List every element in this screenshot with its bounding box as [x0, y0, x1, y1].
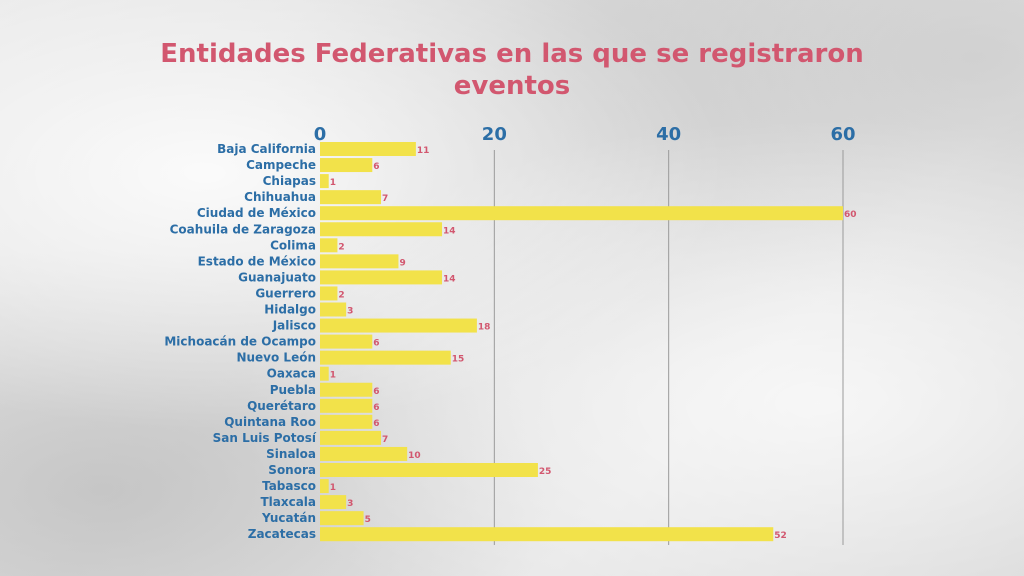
x-tick-label: 0	[314, 124, 327, 145]
bar	[320, 190, 382, 205]
data-label: 6	[373, 162, 379, 172]
bar	[320, 270, 443, 285]
x-tick-label: 20	[482, 124, 507, 145]
data-label: 5	[365, 515, 371, 525]
bar	[320, 463, 538, 477]
data-label: 1	[330, 371, 336, 381]
bars	[320, 142, 843, 542]
data-label: 3	[347, 307, 353, 317]
category-label: San Luis Potosí	[213, 431, 317, 445]
data-label: 60	[844, 210, 857, 220]
data-label: 18	[478, 323, 491, 333]
data-label: 14	[443, 226, 456, 236]
chart-title-line-1: Entidades Federativas en las que se regi…	[160, 39, 864, 69]
category-label: Nuevo León	[236, 351, 316, 365]
category-label: Sonora	[268, 463, 316, 477]
bar	[320, 479, 329, 494]
data-label: 6	[373, 419, 379, 429]
category-label: Tlaxcala	[260, 495, 316, 509]
bar	[320, 366, 329, 381]
bar	[320, 302, 347, 317]
bar	[320, 527, 774, 542]
bar	[320, 398, 373, 413]
data-label: 10	[408, 451, 421, 461]
category-label: Michoacán de Ocampo	[164, 335, 316, 349]
data-label: 11	[417, 146, 430, 156]
data-label: 6	[373, 403, 379, 413]
data-label: 2	[338, 242, 344, 252]
category-label: Quintana Roo	[224, 415, 316, 429]
category-label: Coahuila de Zaragoza	[170, 222, 316, 236]
category-label: Colima	[270, 238, 316, 252]
bar	[320, 495, 347, 510]
category-label: Campeche	[246, 158, 316, 172]
bar	[320, 511, 364, 526]
data-label: 9	[399, 258, 405, 268]
category-label: Oaxaca	[267, 367, 316, 381]
data-label: 1	[330, 178, 336, 188]
data-label: 6	[373, 387, 379, 397]
data-label: 2	[338, 290, 344, 300]
bar	[320, 430, 382, 445]
category-label: Ciudad de México	[197, 206, 316, 220]
data-label: 3	[347, 499, 353, 509]
category-label: Chiapas	[263, 174, 316, 188]
category-label: Jalisco	[272, 319, 316, 333]
bar	[320, 382, 373, 397]
bar	[320, 206, 843, 221]
bar	[320, 286, 338, 301]
data-label: 15	[452, 355, 465, 365]
bar	[320, 318, 477, 333]
category-label: Tabasco	[262, 479, 316, 493]
chart-title: Entidades Federativas en las que se regi…	[0, 38, 1024, 102]
category-label: Baja California	[217, 142, 316, 156]
data-label: 52	[774, 531, 787, 541]
data-label: 25	[539, 467, 552, 477]
data-label: 14	[443, 274, 456, 284]
axis-ticks: 0 20 40 60	[314, 124, 856, 145]
chart-title-line-2: eventos	[453, 71, 571, 101]
data-label: 7	[382, 435, 388, 445]
category-label: Guanajuato	[238, 270, 316, 284]
category-label: Puebla	[270, 383, 316, 397]
x-tick-label: 40	[656, 124, 681, 145]
bar	[320, 222, 443, 237]
bar	[320, 174, 329, 189]
category-label: Sinaloa	[266, 447, 316, 461]
data-label: 1	[330, 483, 336, 493]
category-label: Estado de México	[198, 254, 316, 268]
bar	[320, 350, 451, 365]
x-tick-label: 60	[830, 124, 855, 145]
category-label: Yucatán	[261, 511, 316, 525]
data-label: 7	[382, 194, 388, 204]
bar	[320, 446, 408, 461]
category-label: Hidalgo	[264, 303, 316, 317]
bar	[320, 158, 373, 173]
category-label: Guerrero	[255, 286, 316, 300]
category-labels: Baja California Campeche Chiapas Chihuahua C…	[164, 142, 317, 541]
bar	[320, 238, 338, 253]
bar	[320, 254, 399, 269]
category-label: Chihuahua	[244, 190, 316, 204]
bar	[320, 414, 373, 429]
bar	[320, 142, 416, 156]
category-label: Zacatecas	[248, 527, 316, 541]
data-label: 6	[373, 339, 379, 349]
category-label: Querétaro	[247, 399, 316, 413]
bar	[320, 334, 373, 349]
